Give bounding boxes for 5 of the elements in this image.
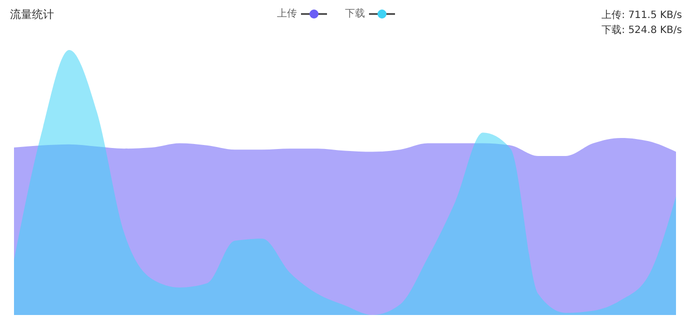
legend-label: 下载 (345, 8, 365, 20)
legend-label: 上传 (277, 8, 297, 20)
chart-title: 流量统计 (10, 8, 54, 21)
text: 上传: 711.5 KB/s (602, 9, 682, 21)
text: 下载: 524.8 KB/s (602, 24, 682, 36)
